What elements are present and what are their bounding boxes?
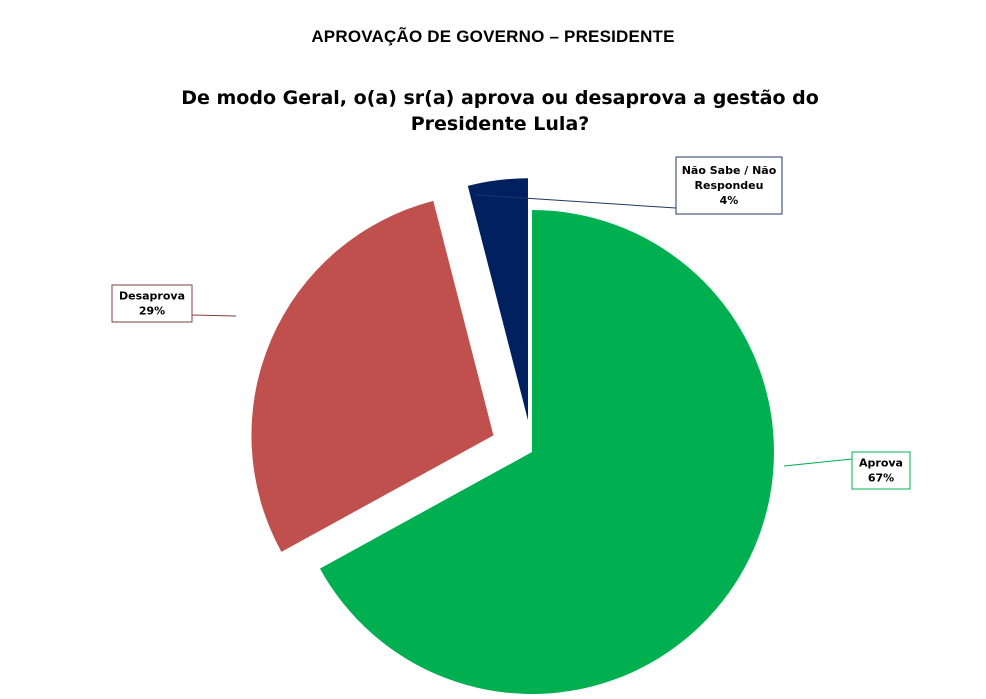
data-label-name: Não Sabe / Não xyxy=(682,164,777,177)
pie-slice-aprova xyxy=(319,210,774,694)
page-header-title: APROVAÇÃO DE GOVERNO – PRESIDENTE xyxy=(311,27,675,46)
leader-line xyxy=(476,194,677,209)
data-label-name: Respondeu xyxy=(695,179,764,192)
data-label-value: 29% xyxy=(139,305,165,318)
pie-slice-n-o-sabe-n-o-respondeu xyxy=(467,178,528,421)
leader-line xyxy=(783,458,853,467)
leader-line xyxy=(191,314,237,317)
data-label-name: Desaprova xyxy=(119,290,185,303)
data-label-value: 67% xyxy=(868,472,894,485)
data-label-box xyxy=(111,284,193,323)
data-label-name: Aprova xyxy=(859,457,903,470)
data-label-box xyxy=(675,156,783,215)
chart-title: De modo Geral, o(a) sr(a) aprova ou desa… xyxy=(181,87,819,135)
pie-slice-desaprova xyxy=(251,200,494,552)
data-label-value: 4% xyxy=(720,194,739,207)
data-label-box xyxy=(851,451,911,490)
